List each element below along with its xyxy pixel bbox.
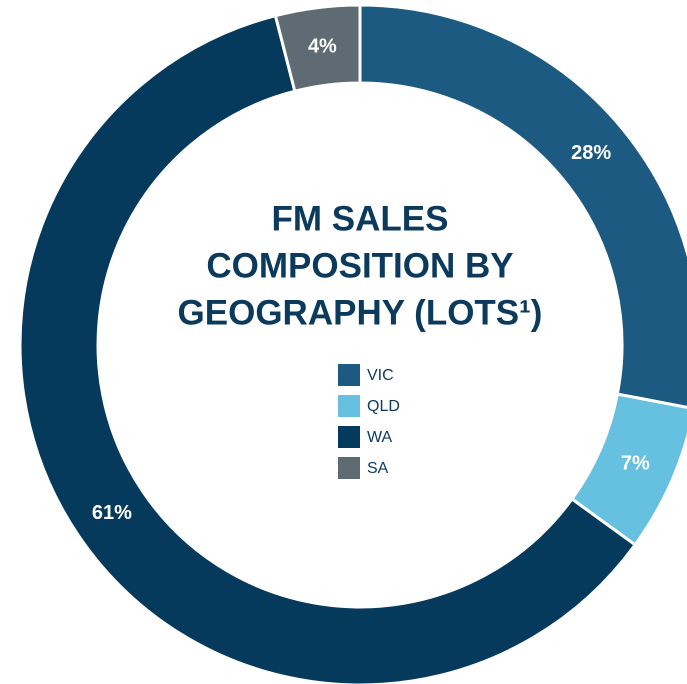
legend-swatch (338, 426, 360, 448)
value-label: 4% (308, 36, 337, 58)
donut-slice (18, 13, 638, 684)
value-label: 7% (621, 452, 650, 474)
legend-label: SA (367, 460, 389, 477)
legend-label: VIC (367, 367, 394, 384)
chart-title: COMPOSITION BY (206, 246, 513, 285)
legend-label: QLD (367, 398, 400, 415)
chart-title: GEOGRAPHY (LOTS¹) (178, 293, 543, 332)
legend-swatch (338, 364, 360, 386)
donut-slice (273, 3, 362, 94)
value-label: 28% (571, 142, 611, 164)
donut-slice (358, 3, 687, 409)
legend-swatch (338, 395, 360, 417)
legend-swatch (338, 457, 360, 479)
chart-title: FM SALES (272, 199, 449, 238)
value-label: 61% (92, 502, 132, 524)
legend-label: WA (367, 429, 393, 446)
